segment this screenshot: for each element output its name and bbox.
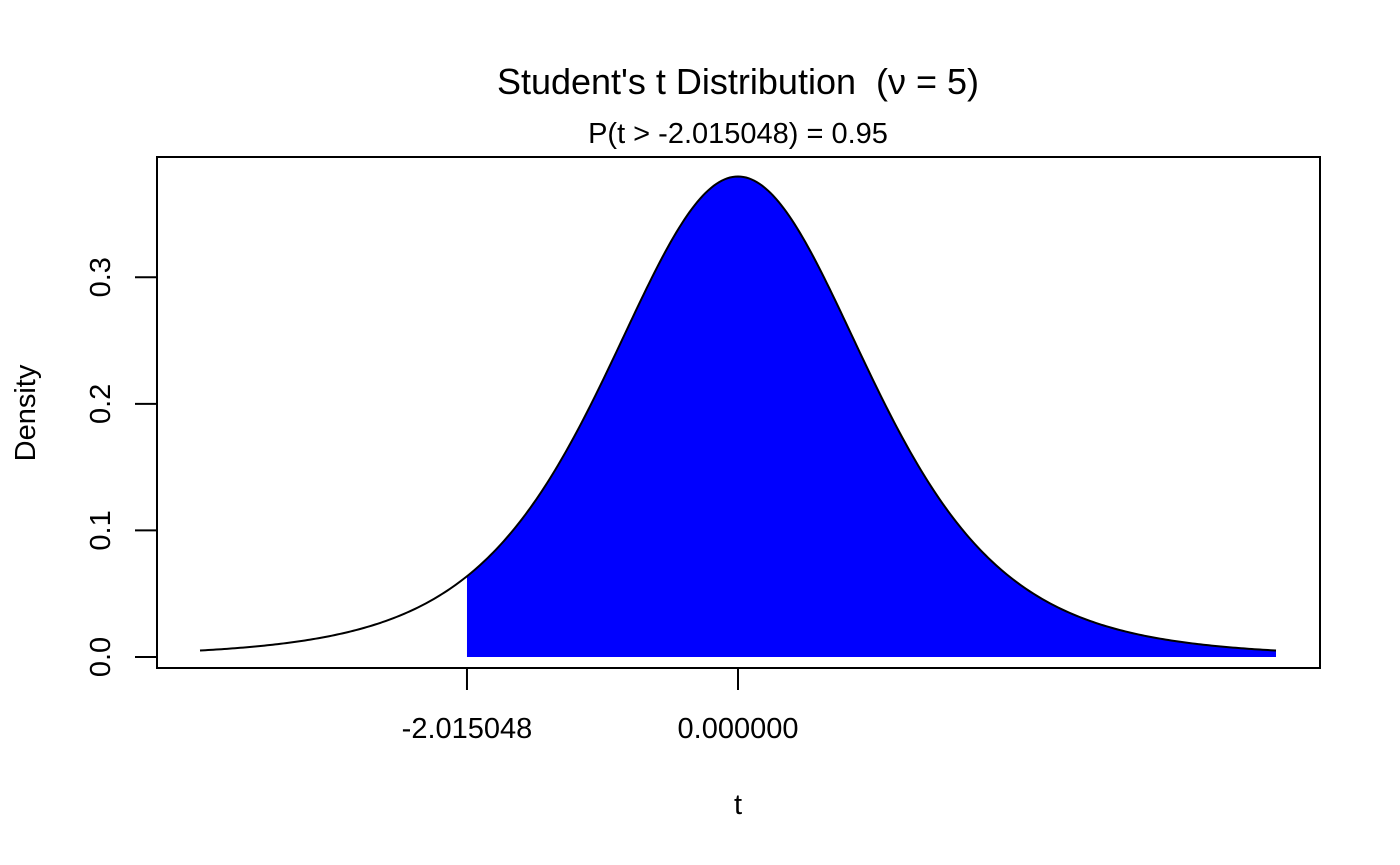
y-tick-label: 0.3 (85, 257, 117, 297)
chart-title: Student's t Distribution (ν = 5) (497, 61, 979, 102)
y-tick-label: 0.2 (85, 384, 117, 424)
chart-subtitle: P(t > -2.015048) = 0.95 (588, 118, 888, 150)
y-axis: 0.0 0.1 0.2 0.3 (85, 257, 157, 677)
x-axis: -2.015048 0.000000 (402, 668, 799, 745)
x-axis-label: t (734, 789, 742, 821)
x-tick-label: -2.015048 (402, 713, 533, 745)
chart-title-text: Student's t Distribution (497, 61, 856, 102)
x-tick-label: 0.000000 (678, 713, 799, 745)
y-axis-label: Density (10, 364, 42, 461)
y-tick-label: 0.1 (85, 510, 117, 550)
y-tick-label: 0.0 (85, 637, 117, 677)
density-curve (199, 175, 1277, 652)
chart-title-param: (ν = 5) (876, 61, 979, 102)
shaded-probability-area (466, 176, 1277, 657)
